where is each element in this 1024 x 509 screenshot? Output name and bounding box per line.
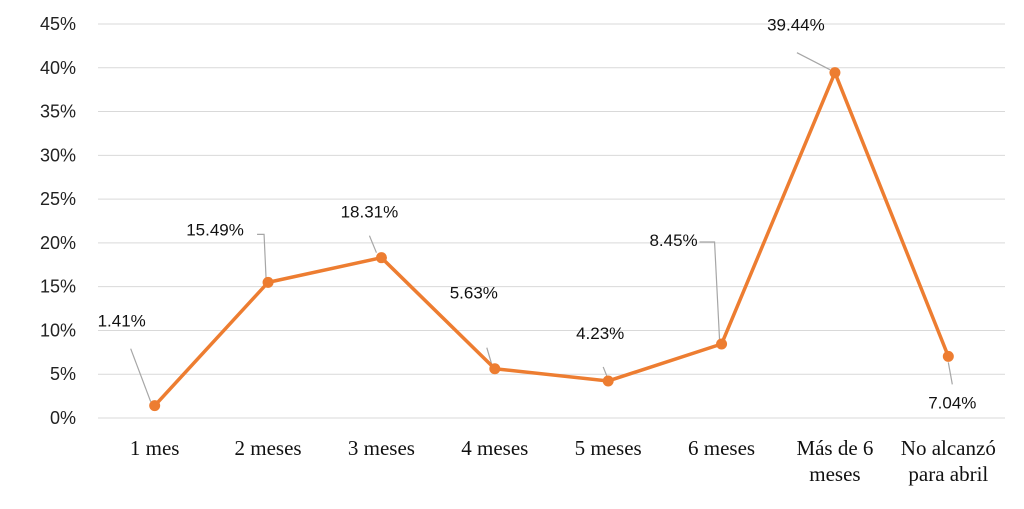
leader-line	[602, 366, 608, 378]
data-labels: 1.41% 15.49% 18.31% 5.63% 4.23% 8.45% 39.44% 7.…	[98, 16, 977, 413]
label-leader-lines	[130, 52, 953, 402]
x-tick-label: 2 meses	[235, 436, 302, 460]
data-point	[942, 350, 954, 362]
x-tick-label: 6 meses	[688, 436, 755, 460]
x-tick-label: 5 meses	[575, 436, 642, 460]
data-label: 18.31%	[341, 203, 399, 222]
data-point	[489, 363, 501, 375]
y-tick-label: 35%	[40, 102, 76, 122]
y-tick-label: 30%	[40, 145, 76, 165]
x-tick-label-line: para abril	[908, 462, 988, 486]
x-tick-label: 3 meses	[348, 436, 415, 460]
y-tick-label: 20%	[40, 233, 76, 253]
x-tick-label: Más de 6 meses	[796, 436, 873, 486]
series-line	[152, 70, 951, 408]
x-tick-label-line: Más de 6	[796, 436, 873, 460]
data-label: 4.23%	[576, 324, 624, 343]
leader-line	[947, 362, 953, 385]
data-point	[829, 67, 841, 79]
data-label: 1.41%	[98, 312, 146, 331]
leader-line	[130, 348, 152, 402]
data-point	[149, 400, 161, 412]
y-tick-label: 45%	[40, 14, 76, 34]
y-tick-label: 10%	[40, 320, 76, 340]
data-label: 5.63%	[450, 284, 498, 303]
data-label: 15.49%	[186, 220, 244, 239]
leader-line	[796, 52, 831, 71]
x-tick-label-line: 4 meses	[461, 436, 528, 460]
x-tick-label-line: 2 meses	[235, 436, 302, 460]
leader-line	[699, 241, 721, 341]
data-point	[602, 375, 614, 387]
x-tick-label-line: 5 meses	[575, 436, 642, 460]
x-tick-label: 4 meses	[461, 436, 528, 460]
x-tick-label: 1 mes	[130, 436, 180, 460]
x-tick-label-line: 3 meses	[348, 436, 415, 460]
x-tick-label-line: 1 mes	[130, 436, 180, 460]
series	[149, 67, 954, 412]
y-axis: 0% 5% 10% 15% 20% 25% 30% 35% 40% 45%	[40, 14, 76, 428]
y-tick-label: 0%	[50, 408, 76, 428]
y-tick-label: 40%	[40, 58, 76, 78]
data-label: 39.44%	[767, 16, 825, 35]
leader-line	[486, 347, 493, 365]
y-tick-label: 15%	[40, 277, 76, 297]
leader-line	[257, 233, 267, 279]
data-point	[262, 276, 274, 288]
x-tick-label: No alcanzó para abril	[901, 436, 996, 486]
data-point	[716, 338, 728, 350]
y-tick-label: 25%	[40, 189, 76, 209]
x-tick-label-line: 6 meses	[688, 436, 755, 460]
data-point	[375, 252, 387, 264]
data-label: 8.45%	[649, 231, 697, 250]
x-tick-label-line: No alcanzó	[901, 436, 996, 460]
leader-line	[368, 235, 377, 253]
y-tick-label: 5%	[50, 364, 76, 384]
x-tick-label-line: meses	[809, 462, 860, 486]
data-label: 7.04%	[928, 393, 976, 412]
gridlines	[98, 23, 1005, 419]
x-axis: 1 mes 2 meses 3 meses 4 meses 5 meses 6 meses…	[130, 436, 996, 486]
